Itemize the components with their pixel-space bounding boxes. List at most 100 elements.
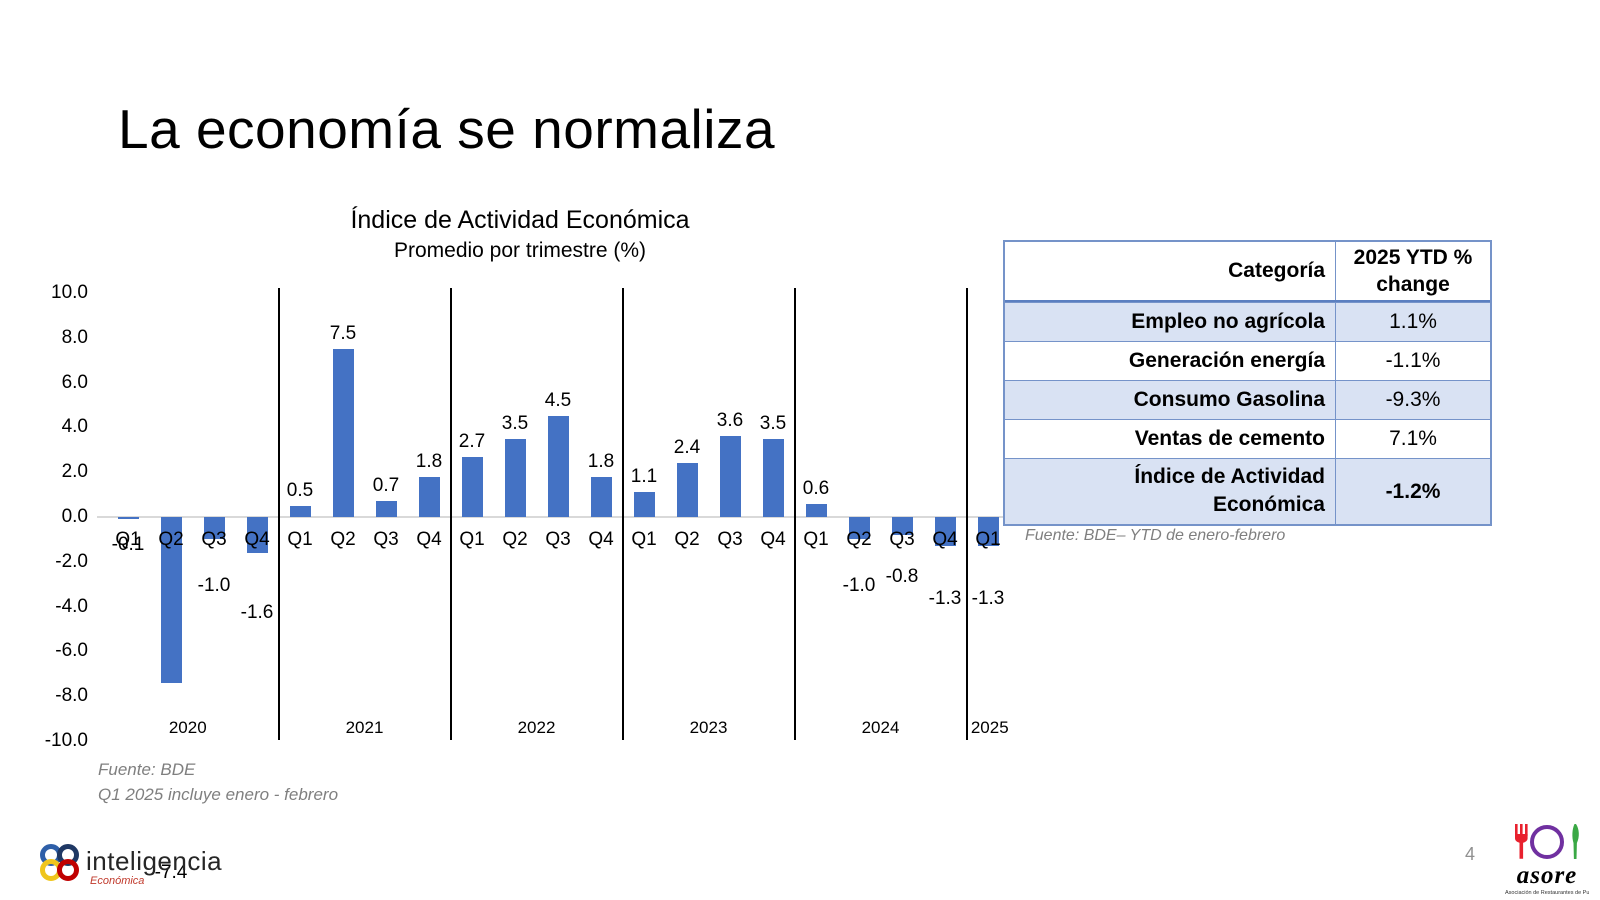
bar-value-label: 2.4 bbox=[673, 437, 701, 459]
column-header-value: 2025 YTD % change bbox=[1353, 245, 1473, 296]
bar-value-label: -1.3 bbox=[928, 588, 962, 610]
x-axis-quarter-label: Q3 bbox=[545, 529, 571, 550]
bar-value-label: 0.6 bbox=[802, 477, 830, 499]
fork-plate-knife-icon bbox=[1515, 824, 1579, 859]
ytd-change-table: Categoría 2025 YTD % change Empleo no agrí… bbox=[1003, 240, 1492, 526]
table-row: Generación energía -1.1% bbox=[1005, 341, 1490, 380]
source-line: Fuente: BDE bbox=[98, 760, 196, 779]
bar-2024-Q1 bbox=[805, 503, 827, 517]
year-separator-line bbox=[965, 288, 968, 740]
cell-category: Generación energía bbox=[1005, 342, 1336, 380]
table-header-row: Categoría 2025 YTD % change bbox=[1005, 242, 1490, 302]
bar-2020-Q4 bbox=[246, 517, 268, 553]
cell-category: Ventas de cemento bbox=[1005, 420, 1336, 458]
zero-gridline bbox=[97, 516, 1013, 518]
x-axis-quarter-label: Q2 bbox=[846, 529, 872, 550]
bar-2021-Q4 bbox=[418, 476, 440, 517]
bar-value-label: 3.6 bbox=[716, 410, 744, 432]
cell-category: Consumo Gasolina bbox=[1005, 381, 1336, 419]
page-number: 4 bbox=[1464, 844, 1475, 864]
x-axis-quarter-label: Q2 bbox=[674, 529, 700, 550]
bar-value-label: -0.1 bbox=[111, 534, 145, 556]
y-axis-tick-label: -10.0 bbox=[44, 730, 88, 751]
year-separator-line bbox=[793, 288, 796, 740]
page-title: La economía se normaliza bbox=[118, 98, 776, 160]
bar-value-label: 1.8 bbox=[415, 450, 443, 472]
bar-value-label: 4.5 bbox=[544, 390, 572, 412]
x-axis-year-label: 2023 bbox=[689, 718, 728, 737]
bar-value-label: 0.7 bbox=[372, 475, 400, 497]
x-axis-quarter-label: Q3 bbox=[373, 529, 399, 550]
bar-2020-Q2 bbox=[160, 517, 182, 683]
year-separator-line bbox=[621, 288, 624, 740]
bar-value-label: -7.4 bbox=[154, 861, 188, 883]
bar-2022-Q4 bbox=[590, 476, 612, 517]
bar-value-label: 0.5 bbox=[286, 479, 314, 501]
year-separator-line bbox=[277, 288, 280, 740]
table-row: Índice de Actividad Económica -1.2% bbox=[1005, 458, 1490, 524]
table-source-note: Fuente: BDE– YTD de enero-febrero bbox=[1025, 527, 1286, 544]
y-axis-tick-label: 10.0 bbox=[51, 282, 88, 303]
column-header-category: Categoría bbox=[1005, 242, 1336, 300]
x-axis-quarter-label: Q1 bbox=[803, 529, 829, 550]
bar-value-label: 1.8 bbox=[587, 450, 615, 472]
cell-value: 1.1% bbox=[1389, 310, 1437, 334]
chart-title: Índice de Actividad Económica bbox=[350, 206, 690, 234]
x-axis-quarter-label: Q1 bbox=[459, 529, 485, 550]
y-axis-tick-label: -2.0 bbox=[55, 550, 88, 572]
bar-2022-Q1 bbox=[461, 456, 483, 517]
x-axis-quarter-label: Q3 bbox=[717, 529, 743, 550]
y-axis-tick-label: 2.0 bbox=[61, 461, 88, 483]
y-axis-tick-label: -6.0 bbox=[55, 640, 88, 662]
x-axis-quarter-label: Q1 bbox=[115, 529, 141, 550]
asore-tagline: Asociación de Restaurantes de Puerto Ric… bbox=[1505, 890, 1589, 896]
bar-value-label: -1.3 bbox=[971, 588, 1005, 610]
x-axis-quarter-label: Q4 bbox=[588, 529, 614, 550]
asore-wordmark: asore bbox=[1516, 862, 1578, 889]
ring-red-icon bbox=[57, 859, 79, 881]
bar-2023-Q2 bbox=[676, 463, 698, 517]
x-axis-quarter-label: Q1 bbox=[975, 529, 1001, 550]
bar-2022-Q3 bbox=[547, 416, 569, 517]
source-line: Q1 2025 incluye enero - febrero bbox=[98, 784, 339, 804]
x-axis-year-label: 2024 bbox=[861, 718, 900, 737]
bar-value-label: -1.0 bbox=[197, 574, 231, 596]
x-axis-quarter-label: Q4 bbox=[932, 529, 958, 550]
x-axis-quarter-label: Q4 bbox=[244, 529, 270, 550]
year-separator-line bbox=[449, 288, 452, 740]
bar-value-label: -0.8 bbox=[885, 565, 919, 587]
bar-2021-Q1 bbox=[289, 505, 311, 517]
bar-2023-Q3 bbox=[719, 436, 741, 517]
x-axis-quarter-label: Q3 bbox=[889, 529, 915, 550]
cell-category: Índice de Actividad Económica bbox=[1005, 459, 1336, 524]
bar-value-label: 1.1 bbox=[630, 466, 658, 488]
y-axis-tick-label: 8.0 bbox=[61, 326, 88, 348]
bar-chart: 10.0 8.0 6.0 4.0 2.0 0.0 -2.0 -4.0 -6.0 -8.0 -10.0… bbox=[44, 282, 1013, 883]
x-axis-quarter-label: Q3 bbox=[201, 529, 227, 550]
bar-2020-Q3 bbox=[203, 517, 225, 540]
table-row: Empleo no agrícola 1.1% bbox=[1005, 302, 1490, 341]
chart-source-note: Fuente: BDE Q1 2025 incluye enero - febre… bbox=[98, 758, 338, 807]
x-axis-year-label: 2022 bbox=[517, 718, 556, 737]
cell-value: -9.3% bbox=[1385, 388, 1441, 412]
y-axis-tick-label: -8.0 bbox=[55, 685, 88, 707]
bar-2024-Q3 bbox=[891, 517, 913, 535]
four-rings-icon bbox=[40, 844, 82, 884]
bar-2023-Q4 bbox=[762, 438, 784, 517]
bar-2024-Q4 bbox=[934, 517, 956, 547]
y-axis-tick-label: 6.0 bbox=[61, 371, 88, 393]
bar-value-label: 3.5 bbox=[501, 412, 529, 434]
bar-value-label: 2.7 bbox=[458, 430, 486, 452]
x-axis-year-label: 2020 bbox=[168, 718, 207, 737]
bar-2021-Q2 bbox=[332, 349, 354, 517]
logo-wordmark: inteligencia bbox=[86, 846, 223, 876]
table-row: Ventas de cemento 7.1% bbox=[1005, 419, 1490, 458]
x-axis-quarter-label: Q4 bbox=[416, 529, 442, 550]
y-axis-tick-label: 4.0 bbox=[61, 416, 88, 438]
x-axis-quarter-label: Q2 bbox=[158, 529, 184, 550]
asore-logo: asore Asociación de Restaurantes de Puer… bbox=[1505, 822, 1590, 896]
bar-value-label: -1.0 bbox=[842, 574, 876, 596]
x-axis-quarter-label: Q2 bbox=[330, 529, 356, 550]
x-axis-quarter-label: Q4 bbox=[760, 529, 786, 550]
bar-2021-Q3 bbox=[375, 501, 397, 517]
